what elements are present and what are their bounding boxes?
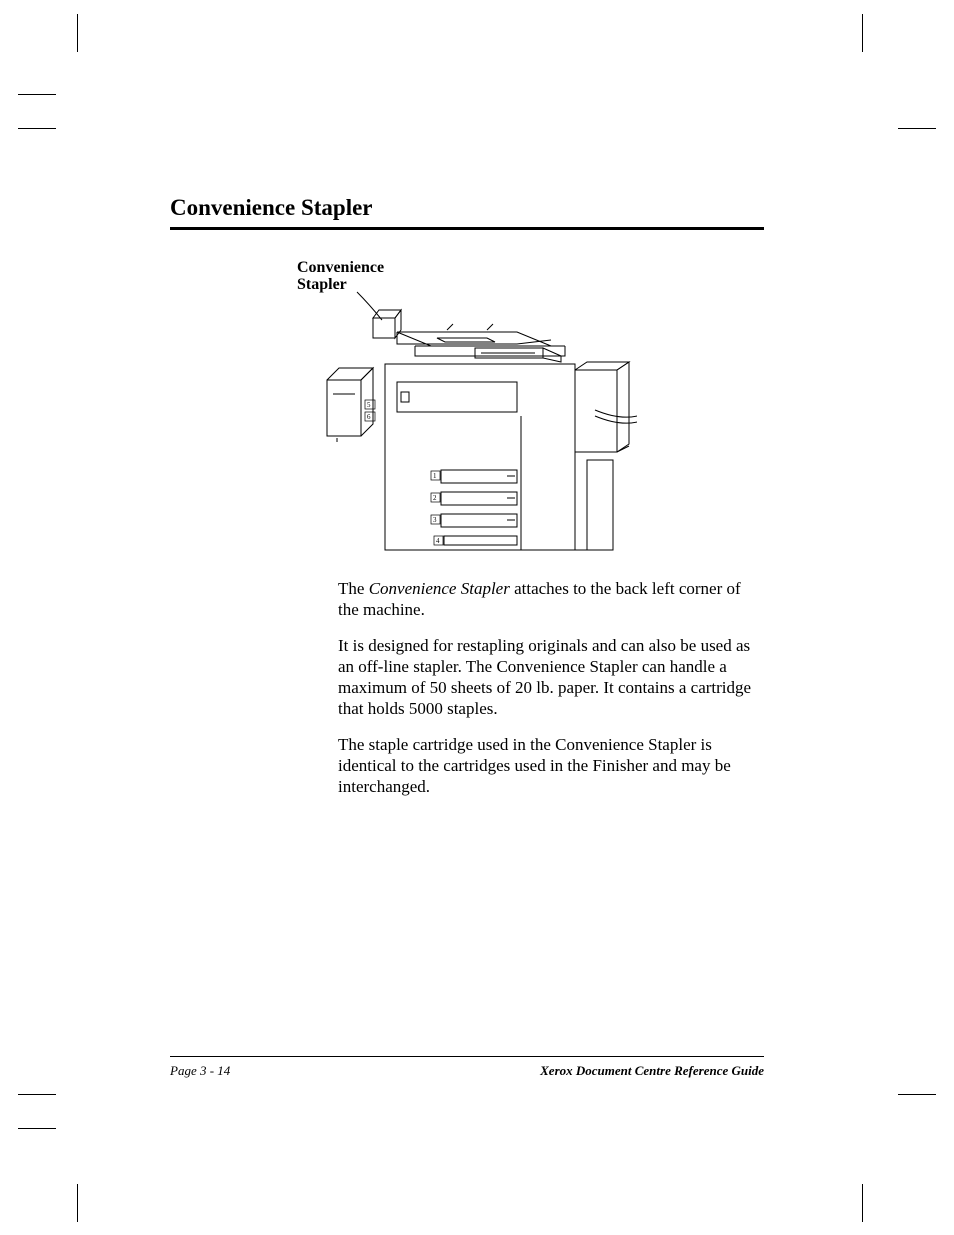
callout-line2: Stapler [297, 276, 347, 293]
figure-printer: Convenience Stapler [170, 260, 764, 560]
para-3: The staple cartridge used in the Conveni… [338, 734, 764, 798]
tray-label-2: 2 [433, 494, 437, 502]
callout-line1: Convenience [297, 260, 384, 276]
page-footer: Page 3 - 14 Xerox Document Centre Refere… [170, 1056, 764, 1079]
page-content: Convenience Stapler Convenience Stapler [170, 195, 764, 811]
section-title: Convenience Stapler [170, 195, 764, 221]
svg-text:Convenience Stapler: Convenience Stapler [297, 260, 388, 293]
footer-page-number: Page 3 - 14 [170, 1063, 230, 1079]
title-rule [170, 227, 764, 230]
body-text: The Convenience Stapler attaches to the … [338, 578, 764, 797]
printer-diagram: Convenience Stapler [297, 260, 637, 560]
crop-mark [898, 128, 936, 129]
tray-label-3: 3 [433, 516, 437, 524]
tray-label-5: 5 [367, 401, 371, 409]
crop-mark [18, 94, 56, 95]
p1-prefix: The [338, 579, 369, 598]
tray-label-4: 4 [436, 537, 440, 545]
crop-mark [898, 1094, 936, 1095]
para-2: It is designed for restapling originals … [338, 635, 764, 720]
crop-mark [18, 1128, 56, 1129]
para-1: The Convenience Stapler attaches to the … [338, 578, 764, 621]
crop-mark [77, 14, 78, 52]
crop-mark [862, 1184, 863, 1222]
p1-italic: Convenience Stapler [369, 579, 510, 598]
crop-mark [18, 1094, 56, 1095]
tray-label-1: 1 [433, 472, 437, 480]
crop-mark [77, 1184, 78, 1222]
tray-label-6: 6 [367, 413, 371, 421]
crop-mark [862, 14, 863, 52]
crop-mark [18, 128, 56, 129]
footer-doc-title: Xerox Document Centre Reference Guide [540, 1063, 764, 1079]
